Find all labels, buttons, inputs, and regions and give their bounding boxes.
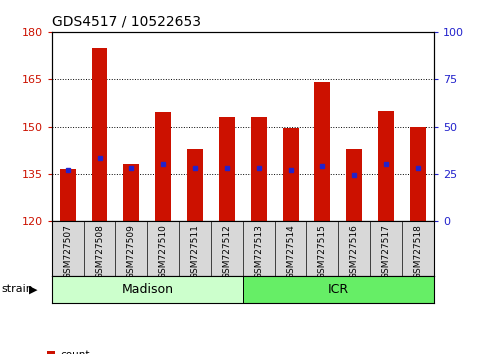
Text: Madison: Madison — [121, 283, 173, 296]
Text: GSM727517: GSM727517 — [382, 224, 390, 279]
Bar — [123, 164, 140, 221]
Bar — [155, 112, 171, 221]
Bar — [410, 127, 426, 221]
Bar — [378, 111, 394, 221]
Text: GSM727507: GSM727507 — [63, 224, 72, 279]
Text: GSM727518: GSM727518 — [414, 224, 423, 279]
Bar — [251, 117, 267, 221]
Text: GSM727516: GSM727516 — [350, 224, 359, 279]
Text: GSM727512: GSM727512 — [222, 224, 231, 279]
Text: GSM727515: GSM727515 — [318, 224, 327, 279]
Text: ▶: ▶ — [29, 284, 37, 295]
Text: GSM727511: GSM727511 — [190, 224, 200, 279]
Text: GSM727508: GSM727508 — [95, 224, 104, 279]
Bar — [346, 149, 362, 221]
Text: GSM727509: GSM727509 — [127, 224, 136, 279]
Bar — [219, 117, 235, 221]
Bar — [92, 48, 107, 221]
Bar — [187, 149, 203, 221]
Bar — [52, 276, 243, 303]
Text: ICR: ICR — [328, 283, 349, 296]
Bar — [60, 169, 75, 221]
Bar — [243, 276, 434, 303]
Bar — [282, 128, 299, 221]
Text: GSM727514: GSM727514 — [286, 224, 295, 279]
Text: strain: strain — [1, 284, 33, 295]
Text: GSM727510: GSM727510 — [159, 224, 168, 279]
Bar — [315, 82, 330, 221]
Text: GDS4517 / 10522653: GDS4517 / 10522653 — [52, 14, 201, 28]
Legend: count, percentile rank within the sample: count, percentile rank within the sample — [47, 350, 237, 354]
Text: GSM727513: GSM727513 — [254, 224, 263, 279]
